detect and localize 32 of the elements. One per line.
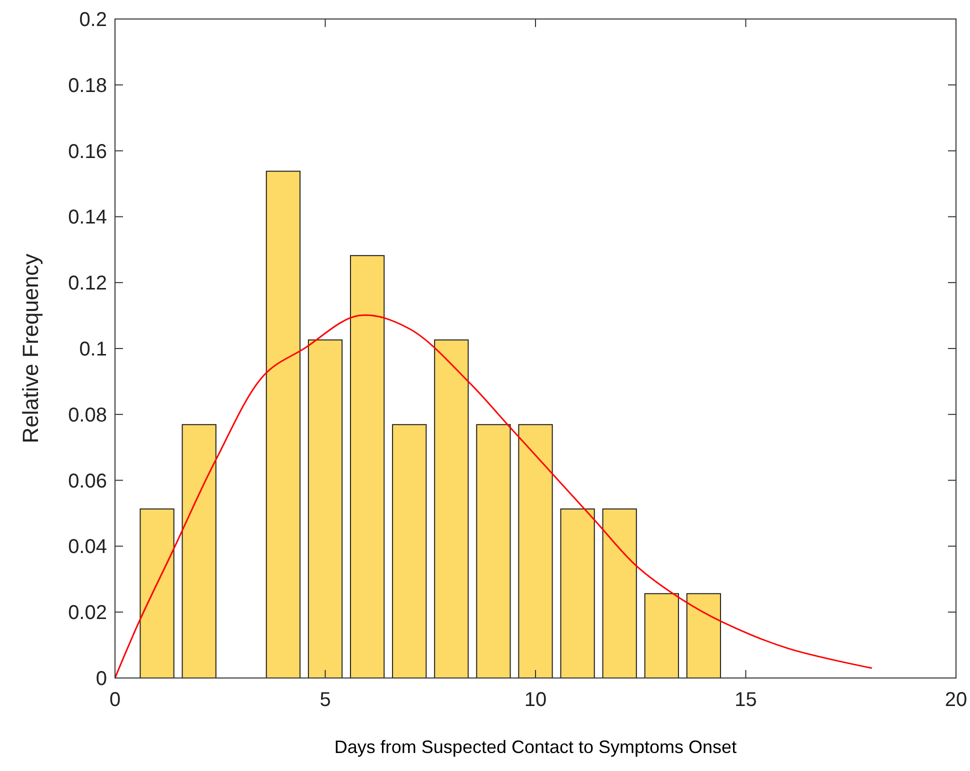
x-tick-label: 5 bbox=[320, 689, 331, 711]
y-tick-label: 0.08 bbox=[68, 404, 107, 426]
y-tick-label: 0.16 bbox=[68, 140, 107, 163]
bar bbox=[140, 508, 174, 678]
y-tick-label: 0.1 bbox=[79, 338, 107, 360]
y-tick-label: 0.2 bbox=[79, 9, 107, 31]
y-tick-label: 0.06 bbox=[68, 470, 107, 492]
bar bbox=[686, 593, 722, 678]
y-tick-label: 0.18 bbox=[68, 74, 107, 97]
bar bbox=[434, 339, 469, 678]
x-tick-label: 10 bbox=[524, 689, 547, 711]
x-tick-label: 15 bbox=[734, 689, 757, 711]
y-tick-label: 0 bbox=[96, 668, 107, 690]
bar bbox=[182, 424, 216, 678]
y-tick-label: 0.12 bbox=[68, 272, 107, 295]
bar bbox=[644, 593, 679, 678]
y-tick-label: 0.04 bbox=[68, 536, 107, 558]
bar bbox=[350, 255, 385, 678]
x-tick-label: 0 bbox=[109, 689, 121, 711]
bar bbox=[392, 424, 427, 678]
line-series bbox=[114, 314, 873, 679]
bar bbox=[518, 424, 553, 678]
bar bbox=[560, 508, 595, 678]
bar bbox=[602, 508, 637, 678]
y-tick-label: 0.02 bbox=[68, 602, 107, 624]
y-axis-title: Relative Frequency bbox=[18, 254, 43, 444]
y-tick-label: 0.14 bbox=[68, 206, 107, 229]
bar bbox=[308, 339, 343, 678]
bar bbox=[476, 424, 511, 678]
x-tick-label: 20 bbox=[944, 689, 968, 711]
bar bbox=[266, 170, 301, 678]
x-axis-title: Days from Suspected Contact to Symptoms Onset bbox=[334, 737, 737, 757]
